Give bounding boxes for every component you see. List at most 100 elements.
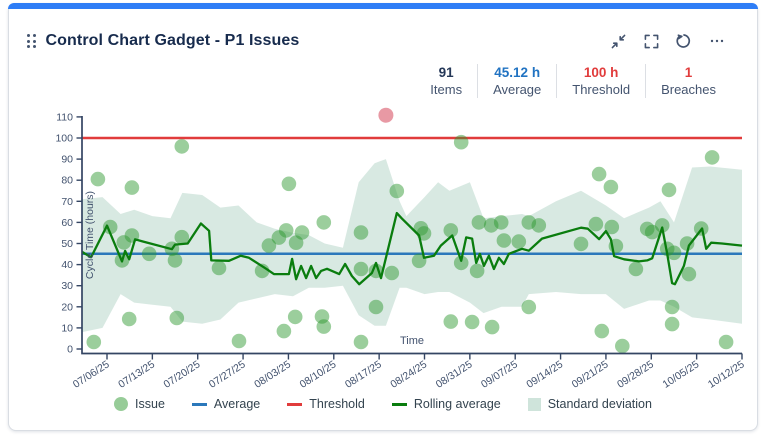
collapse-icon[interactable] bbox=[610, 33, 626, 49]
issue-dot[interactable] bbox=[116, 235, 132, 250]
issue-dot[interactable] bbox=[281, 176, 297, 192]
issue-dot[interactable] bbox=[483, 218, 499, 233]
legend-item-average[interactable]: Average bbox=[191, 397, 260, 411]
issue-dot[interactable] bbox=[124, 180, 140, 195]
issue-dot[interactable] bbox=[141, 246, 157, 262]
issue-dot[interactable] bbox=[573, 236, 589, 252]
stat-threshold-value: 100 h bbox=[583, 65, 619, 80]
issue-legend-marker bbox=[114, 397, 129, 411]
issue-dot[interactable] bbox=[389, 183, 405, 199]
issue-dot[interactable] bbox=[603, 179, 619, 195]
issue-dot[interactable] bbox=[278, 223, 294, 238]
issue-dot[interactable] bbox=[443, 314, 459, 329]
issue-dot[interactable] bbox=[664, 299, 680, 315]
issue-dot[interactable] bbox=[588, 216, 604, 232]
more-options-icon[interactable] bbox=[709, 33, 725, 49]
legend-item-issue[interactable]: Issue bbox=[114, 397, 165, 411]
issue-dot[interactable] bbox=[511, 234, 527, 249]
issue-dot[interactable] bbox=[661, 182, 677, 198]
issue-dot[interactable] bbox=[211, 260, 227, 276]
chart-legend: Issue Average Threshold Rolling average … bbox=[9, 397, 757, 411]
issue-dot[interactable] bbox=[261, 238, 277, 253]
issue-dot[interactable] bbox=[521, 299, 537, 315]
issue-dot[interactable] bbox=[314, 309, 330, 324]
y-tick-label: 60 bbox=[61, 217, 73, 229]
stat-items-label: Items bbox=[430, 82, 463, 97]
stat-breaches: 1 Breaches bbox=[645, 64, 731, 98]
issue-dot[interactable] bbox=[604, 219, 620, 235]
issue-dot[interactable] bbox=[453, 134, 469, 150]
fullscreen-icon[interactable] bbox=[643, 33, 659, 49]
control-chart[interactable]: 0 10 20 30 40 50 60 70 80 90 100 110 07/06/25 07/13/2… bbox=[29, 104, 753, 394]
issue-dot[interactable] bbox=[484, 319, 500, 335]
issue-dot[interactable] bbox=[644, 224, 660, 240]
issue-dot[interactable] bbox=[639, 221, 655, 237]
y-tick-label: 80 bbox=[61, 175, 73, 187]
header-actions bbox=[610, 33, 725, 49]
issue-dot[interactable] bbox=[316, 215, 332, 230]
legend-item-standard-deviation[interactable]: Standard deviation bbox=[527, 397, 652, 411]
issue-dot[interactable] bbox=[121, 311, 137, 327]
issue-dot[interactable] bbox=[86, 334, 102, 350]
issue-dot[interactable] bbox=[531, 218, 547, 233]
issue-dot[interactable] bbox=[679, 236, 695, 251]
rolling-average-legend-marker bbox=[391, 402, 407, 406]
issue-dot[interactable] bbox=[628, 261, 644, 277]
breach-dot[interactable] bbox=[378, 107, 394, 123]
issue-dot[interactable] bbox=[704, 150, 720, 165]
standard-deviation-legend-marker bbox=[527, 397, 541, 411]
rolling-average-line bbox=[81, 211, 743, 286]
issue-dot[interactable] bbox=[453, 255, 469, 271]
issue-dot[interactable] bbox=[102, 219, 118, 235]
issue-dot[interactable] bbox=[353, 334, 369, 350]
issue-dot[interactable] bbox=[471, 215, 487, 230]
issue-dot[interactable] bbox=[594, 323, 610, 339]
average-legend-marker bbox=[191, 402, 207, 406]
y-tick-label: 70 bbox=[61, 196, 73, 208]
issue-dot[interactable] bbox=[469, 263, 485, 279]
issue-dot[interactable] bbox=[271, 230, 287, 245]
legend-item-threshold[interactable]: Threshold bbox=[287, 397, 365, 411]
issue-dot[interactable] bbox=[231, 333, 247, 349]
std-deviation-band bbox=[82, 159, 743, 333]
issue-dot[interactable] bbox=[615, 338, 630, 354]
stat-average-value: 45.12 h bbox=[494, 65, 541, 80]
issue-dot[interactable] bbox=[654, 218, 670, 233]
issue-dot[interactable] bbox=[276, 323, 292, 339]
issue-dot[interactable] bbox=[493, 215, 509, 230]
issue-dot[interactable] bbox=[353, 225, 369, 240]
issue-dot[interactable] bbox=[316, 319, 332, 334]
legend-item-rolling-average[interactable]: Rolling average bbox=[391, 397, 501, 411]
refresh-icon[interactable] bbox=[676, 33, 692, 49]
issue-dot[interactable] bbox=[90, 171, 106, 187]
stat-threshold: 100 h Threshold bbox=[556, 64, 645, 98]
issue-dot[interactable] bbox=[718, 334, 734, 350]
issue-dot[interactable] bbox=[666, 245, 682, 261]
issue-dot[interactable] bbox=[368, 299, 384, 315]
stat-breaches-label: Breaches bbox=[661, 82, 716, 97]
issue-dot[interactable] bbox=[664, 316, 680, 332]
issue-dot[interactable] bbox=[174, 229, 190, 245]
issue-dot[interactable] bbox=[169, 310, 185, 326]
x-tick-label: 08/03/25 bbox=[252, 358, 293, 390]
issue-dot[interactable] bbox=[521, 215, 537, 230]
issue-dot[interactable] bbox=[288, 235, 304, 250]
issue-dot[interactable] bbox=[174, 139, 190, 154]
issue-dot[interactable] bbox=[591, 166, 607, 182]
issue-dot[interactable] bbox=[294, 225, 310, 240]
issue-dot[interactable] bbox=[384, 265, 400, 281]
drag-handle-icon[interactable] bbox=[27, 34, 36, 48]
issue-dot[interactable] bbox=[464, 314, 480, 330]
x-tick-label: 07/20/25 bbox=[162, 358, 203, 390]
y-tick-label: 100 bbox=[55, 133, 73, 145]
x-tick-label: 08/31/25 bbox=[434, 358, 475, 390]
issue-dot[interactable] bbox=[443, 223, 459, 238]
x-tick-label: 07/27/25 bbox=[207, 358, 248, 390]
issue-dot[interactable] bbox=[496, 233, 512, 248]
issue-dot[interactable] bbox=[167, 253, 183, 268]
issue-dot[interactable] bbox=[353, 261, 369, 277]
control-chart-svg[interactable]: 0 10 20 30 40 50 60 70 80 90 100 110 07/06/25 07/13/2… bbox=[29, 104, 753, 394]
issue-dot[interactable] bbox=[287, 309, 303, 325]
issue-dot[interactable] bbox=[413, 221, 429, 236]
issue-dot[interactable] bbox=[681, 266, 697, 282]
